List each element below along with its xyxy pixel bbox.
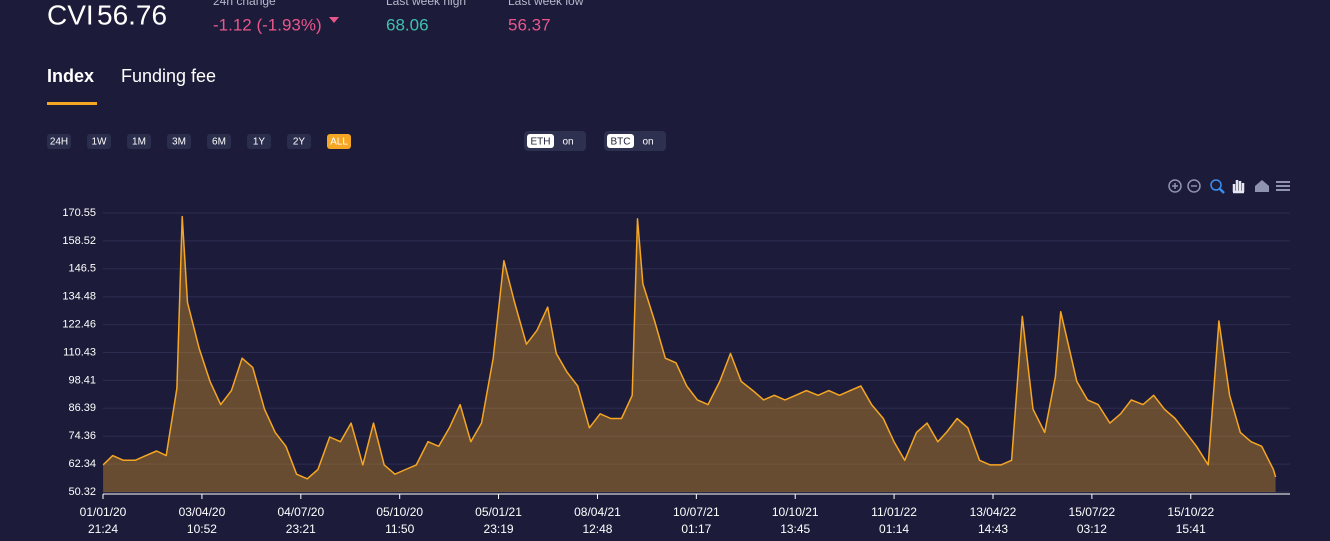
range-button[interactable]: ALL [327,134,351,149]
high-value: 68.06 [386,15,429,34]
toggle-pill [527,134,554,148]
range-button[interactable]: 24H [47,134,71,149]
range-button[interactable]: 6M [207,134,231,149]
low-value: 56.37 [508,15,551,34]
x-tick-label: 13/04/22 [970,505,1017,519]
x-tick-label: 04/07/20 [277,505,324,519]
x-tick-label: 15/07/22 [1069,505,1116,519]
x-tick-label: 05/01/21 [475,505,522,519]
menu[interactable] [1276,181,1290,191]
pan[interactable] [1232,180,1245,194]
toggle-state: on [642,137,653,148]
range-label: 24H [50,137,68,148]
y-tick-label: 62.34 [68,458,96,470]
x-tick-label: 03/04/20 [179,505,226,519]
toggle-state: on [562,137,573,148]
y-tick-label: 110.43 [63,346,96,358]
x-tick-label: 23:21 [286,522,316,536]
range-label: 1W [92,137,108,148]
area-fill [103,216,1276,492]
range-label: 3M [172,137,186,148]
x-tick-label: 21:24 [88,522,118,536]
x-tick-label: 13:45 [780,522,810,536]
range-button-bg [127,134,151,149]
x-tick-label: 15:41 [1176,522,1206,536]
down-arrow [329,17,339,23]
tab[interactable]: Index [47,66,94,86]
change-label: 24h change [213,0,276,8]
range-button-bg [287,134,311,149]
tab[interactable]: Funding fee [121,66,216,86]
chart-toolbar [1168,179,1290,194]
range-button-bg [47,134,71,149]
y-tick-label: 134.48 [62,291,96,303]
x-tick-label: 10:52 [187,522,217,536]
range-button-bg [327,134,351,149]
y-tick-label: 98.41 [68,374,96,386]
range-label: 2Y [293,137,306,148]
x-tick-label: 01:14 [879,522,909,536]
y-tick-label: 170.55 [62,207,96,219]
range-button[interactable]: 2Y [287,134,311,149]
x-tick-label: 05/10/20 [376,505,423,519]
change-value: -1.12 (-1.93%) [213,15,322,34]
x-tick-label: 03:12 [1077,522,1107,536]
toggle-pill [607,134,634,148]
low-label: Last week low [508,0,584,8]
range-label: 1M [132,137,146,148]
x-tick-label: 23:19 [484,522,514,536]
tab-underline [47,102,97,105]
range-label: ALL [330,137,348,148]
x-tick-label: 08/04/21 [574,505,621,519]
x-tick-label: 10/07/21 [673,505,720,519]
x-tick-label: 11/01/22 [871,505,917,519]
y-tick-label: 146.5 [68,263,96,275]
zoom-in-glyph [1172,183,1178,189]
x-tick-label: 11:50 [385,522,414,536]
toggle-name: ETH [531,137,551,148]
range-button[interactable]: 1M [127,134,151,149]
range-button-bg [87,134,111,149]
range-button-bg [167,134,191,149]
x-tick-label: 15/10/22 [1167,505,1214,519]
range-button[interactable]: 3M [167,134,191,149]
range-button-bg [247,134,271,149]
range-button-bg [207,134,231,149]
y-tick-label: 50.32 [68,486,96,498]
y-tick-label: 158.52 [62,235,96,247]
x-tick-label: 12:48 [582,522,612,536]
toggle[interactable]: ETH on [524,131,586,151]
y-tick-label: 86.39 [68,402,96,414]
toggle[interactable]: BTC on [604,131,666,151]
x-tick-label: 10/10/21 [772,505,819,519]
y-tick-label: 122.46 [62,319,96,331]
x-tick-label: 01:17 [681,522,711,536]
toggle-name: BTC [611,137,631,148]
range-label: 6M [212,137,226,148]
range-button[interactable]: 1Y [247,134,271,149]
zoom-select[interactable] [1210,179,1222,191]
area-line [102,215,1277,480]
zoom-out[interactable] [1187,179,1201,193]
y-tick-label: 74.36 [68,430,96,442]
high-label: Last week high [386,0,466,8]
range-button[interactable]: 1W [87,134,111,149]
zoom-select-handle [1219,188,1225,194]
symbol: CVI [47,0,94,30]
x-tick-label: 14:43 [978,522,1008,536]
cvi-value: 56.76 [97,0,167,30]
reset[interactable] [1255,180,1269,192]
x-tick-label: 01/01/20 [80,505,127,519]
zoom-in[interactable] [1168,179,1182,193]
range-label: 1Y [253,137,266,148]
